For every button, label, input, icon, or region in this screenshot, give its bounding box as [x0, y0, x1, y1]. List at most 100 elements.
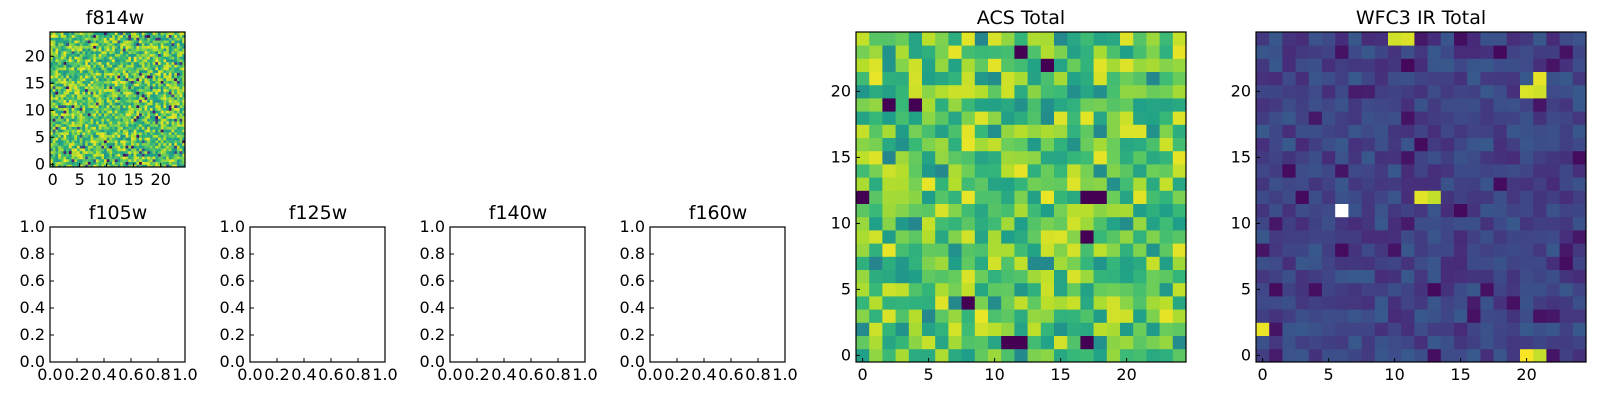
heatmap-cell — [1467, 45, 1481, 59]
heatmap-cell — [166, 142, 170, 146]
heatmap-cell — [109, 156, 113, 160]
heatmap-cell — [90, 56, 94, 60]
heatmap-cell — [147, 150, 151, 154]
heatmap-cell — [1054, 137, 1068, 152]
heatmap-cell — [114, 134, 118, 138]
heatmap-cell — [1335, 230, 1349, 244]
heatmap-cell — [55, 126, 59, 130]
heatmap-cell — [974, 230, 989, 244]
heatmap-cell — [174, 126, 178, 130]
heatmap-cell — [1001, 335, 1015, 350]
heatmap-cell — [136, 42, 140, 46]
heatmap-cell — [152, 102, 156, 106]
heatmap-cell — [52, 142, 56, 146]
heatmap-cell — [171, 118, 175, 122]
heatmap-cell — [1080, 177, 1094, 191]
heatmap-cell — [1080, 32, 1094, 46]
heatmap-cell — [1067, 98, 1081, 112]
heatmap-cell — [1120, 216, 1134, 231]
heatmap-cell — [95, 45, 99, 49]
heatmap-cell — [182, 80, 186, 84]
heatmap-cell — [52, 153, 56, 157]
heatmap-cell — [1493, 335, 1508, 350]
heatmap-cell — [117, 150, 121, 154]
heatmap-cell — [101, 123, 105, 127]
heatmap-cell — [1493, 137, 1508, 152]
heatmap-cell — [149, 40, 153, 44]
heatmap-cell — [109, 48, 113, 52]
heatmap-cell — [131, 80, 135, 84]
heatmap-cell — [109, 142, 113, 146]
heatmap-cell — [71, 83, 75, 87]
heatmap-cell — [50, 126, 54, 130]
heatmap-cell — [988, 348, 1002, 363]
heatmap-cell — [147, 102, 151, 106]
heatmap-cell — [58, 56, 62, 60]
heatmap-cell — [1348, 335, 1362, 350]
heatmap-cell — [1295, 124, 1310, 138]
x-tick-label: 1.0 — [772, 365, 797, 384]
heatmap-cell — [101, 88, 105, 92]
heatmap-cell — [158, 91, 162, 95]
heatmap-cell — [60, 67, 64, 71]
heatmap-cell — [168, 113, 172, 117]
heatmap-cell — [66, 80, 70, 84]
heatmap-cell — [908, 230, 923, 244]
heatmap-cell — [74, 123, 78, 127]
heatmap-cell — [82, 88, 86, 92]
heatmap-cell — [60, 86, 64, 90]
heatmap-cell — [1093, 243, 1108, 257]
heatmap-cell — [58, 88, 62, 92]
heatmap-cell — [109, 148, 113, 152]
heatmap-cell — [1106, 190, 1121, 204]
heatmap-cell — [52, 164, 56, 168]
heatmap-cell — [1282, 137, 1296, 152]
heatmap-cell — [1027, 243, 1042, 257]
heatmap-cell — [171, 110, 175, 114]
heatmap-cell — [1106, 269, 1121, 284]
heatmap-cell — [1106, 84, 1121, 99]
heatmap-cell — [1388, 230, 1402, 244]
heatmap-cell — [152, 40, 156, 44]
heatmap-cell — [166, 107, 170, 111]
heatmap-cell — [974, 45, 989, 59]
heatmap-cell — [106, 131, 110, 135]
heatmap-cell — [141, 129, 145, 133]
heatmap-cell — [74, 56, 78, 60]
heatmap-cell — [1506, 58, 1521, 72]
heatmap-cell — [104, 131, 108, 135]
heatmap-cell — [136, 37, 140, 41]
heatmap-cell — [128, 88, 132, 92]
heatmap-cell — [109, 158, 113, 162]
heatmap-cell — [141, 40, 145, 44]
heatmap-cell — [66, 75, 70, 79]
heatmap-cell — [109, 34, 113, 38]
heatmap-cell — [168, 86, 172, 90]
heatmap-cell — [60, 150, 64, 154]
heatmap-cell — [182, 102, 186, 106]
heatmap-cell — [1172, 98, 1187, 112]
heatmap-cell — [176, 86, 180, 90]
heatmap-cell — [106, 53, 110, 57]
heatmap-cell — [1388, 322, 1402, 336]
heatmap-cell — [1269, 348, 1283, 363]
heatmap-cell — [55, 110, 59, 114]
heatmap-cell — [168, 150, 172, 154]
heatmap-cell — [158, 94, 162, 98]
heatmap-cell — [1001, 309, 1015, 323]
heatmap-cell — [166, 158, 170, 162]
heatmap-cell — [95, 126, 99, 130]
panel-f125w: f125w 0.0 0.2 0.4 0.6 0.8 1.00.00.20.40.60.81… — [220, 202, 398, 384]
heatmap-cell — [114, 121, 118, 125]
heatmap-cell — [1322, 322, 1336, 336]
heatmap-cell — [152, 67, 156, 71]
heatmap-cell — [147, 161, 151, 165]
heatmap-cell — [95, 131, 99, 135]
heatmap-cell — [882, 32, 896, 46]
heatmap-cell — [112, 115, 116, 119]
heatmap-cell — [68, 80, 72, 84]
heatmap-cell — [144, 156, 148, 160]
heatmap-cell — [158, 131, 162, 135]
heatmap-cell — [1172, 243, 1187, 257]
heatmap-cell — [1295, 177, 1310, 191]
